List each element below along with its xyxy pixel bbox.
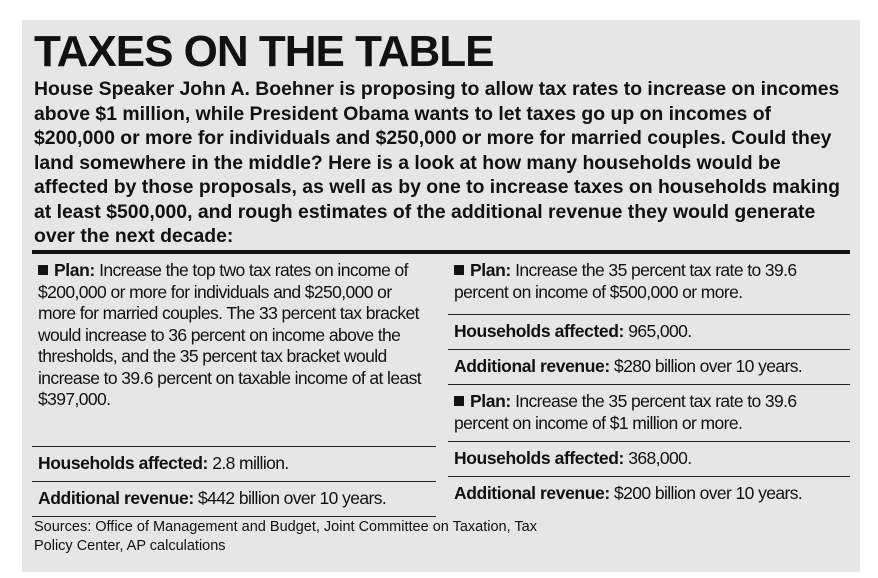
intro-paragraph: House Speaker John A. Boehner is proposi…: [34, 78, 841, 247]
revenue-value: $200 billion over 10 years.: [614, 483, 803, 503]
row-rule: [32, 481, 436, 482]
proposal-plan: Plan: Increase the top two tax rates on …: [32, 258, 436, 446]
households-label: Households affected:: [454, 321, 624, 341]
proposal-column-left: Plan: Increase the top two tax rates on …: [32, 258, 436, 517]
sources-note: Sources: Office of Management and Budget…: [34, 519, 537, 554]
bullet-square-icon: [454, 265, 464, 275]
revenue-label: Additional revenue:: [38, 488, 194, 508]
revenue-value: $442 billion over 10 years.: [198, 488, 387, 508]
headline: TAXES ON THE TABLE: [34, 27, 494, 76]
proposal-households: Households affected: 368,000.: [448, 442, 850, 476]
revenue-label: Additional revenue:: [454, 356, 610, 376]
revenue-value: $280 billion over 10 years.: [614, 356, 803, 376]
plan-label: Plan:: [470, 260, 511, 280]
plan-text: Increase the top two tax rates on income…: [38, 260, 422, 409]
row-rule: [448, 476, 850, 477]
proposal-households: Households affected: 965,000.: [448, 315, 850, 349]
bullet-square-icon: [38, 265, 48, 275]
proposal-plan: Plan: Increase the 35 percent tax rate t…: [448, 258, 850, 314]
households-value: 2.8 million.: [212, 453, 289, 473]
proposal-revenue: Additional revenue: $200 billion over 10…: [448, 477, 850, 511]
households-label: Households affected:: [454, 448, 624, 468]
households-value: 368,000.: [628, 448, 692, 468]
households-value: 965,000.: [628, 321, 692, 341]
row-rule: [32, 446, 436, 447]
row-rule: [448, 314, 850, 315]
proposal-households: Households affected: 2.8 million.: [32, 447, 436, 481]
revenue-label: Additional revenue:: [454, 483, 610, 503]
row-rule: [32, 516, 436, 517]
plan-label: Plan:: [54, 260, 95, 280]
plan-text: Increase the 35 percent tax rate to 39.6…: [454, 391, 797, 433]
proposal-column-right: Plan: Increase the 35 percent tax rate t…: [448, 258, 850, 511]
proposal-revenue: Additional revenue: $280 billion over 10…: [448, 350, 850, 384]
bullet-square-icon: [454, 396, 464, 406]
row-rule: [448, 441, 850, 442]
row-rule: [448, 384, 850, 385]
divider-rule: [32, 250, 850, 254]
plan-text: Increase the 35 percent tax rate to 39.6…: [454, 260, 797, 302]
row-rule: [448, 349, 850, 350]
households-label: Households affected:: [38, 453, 208, 473]
graphic-panel: TAXES ON THE TABLE House Speaker John A.…: [22, 20, 860, 572]
proposal-revenue: Additional revenue: $442 billion over 10…: [32, 482, 436, 516]
proposal-plan: Plan: Increase the 35 percent tax rate t…: [448, 385, 850, 441]
plan-label: Plan:: [470, 391, 511, 411]
